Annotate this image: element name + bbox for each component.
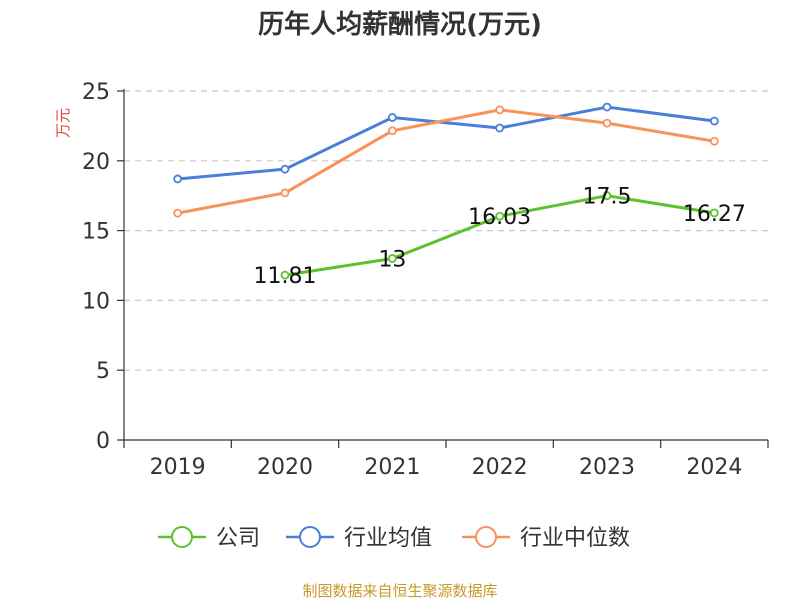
series-group	[173, 102, 719, 280]
series-2-point-2021	[387, 126, 397, 136]
series-0-point-2023	[602, 191, 612, 201]
source-note: 制图数据来自恒生聚源数据库	[302, 582, 497, 600]
data-label-2024: 16.27	[683, 202, 746, 227]
series-2-point-2022	[495, 105, 505, 115]
data-label-2023: 17.5	[583, 185, 632, 210]
chart-title: 历年人均薪酬情况(万元)	[258, 9, 542, 40]
legend-label-2: 行业中位数	[520, 526, 630, 551]
series-2-point-2024	[709, 136, 719, 146]
series-line-1	[177, 105, 715, 181]
y-tick-label-0: 0	[96, 429, 110, 454]
x-tick-label-2024: 2024	[686, 455, 742, 480]
series-1-point-2022	[495, 123, 505, 133]
series-0-point-2021	[387, 254, 397, 263]
x-tick-label-2020: 2020	[257, 455, 313, 480]
y-tick-label-10: 10	[82, 289, 110, 314]
series-1-point-2021	[387, 113, 397, 122]
series-2-point-2020	[280, 188, 290, 198]
series-1-point-2019	[173, 174, 183, 184]
x-tick-label-2023: 2023	[579, 455, 635, 480]
series-0-point-2022	[495, 211, 505, 221]
data-label-2021: 13	[378, 248, 406, 273]
data-label-2022: 16.03	[468, 205, 531, 230]
y-tick-label-20: 20	[82, 150, 110, 175]
gridlines	[124, 90, 768, 371]
series-line-2	[177, 108, 715, 215]
y-tick-label-5: 5	[96, 359, 110, 384]
legend-marker-1	[299, 526, 321, 548]
y-tick-label-15: 15	[82, 220, 110, 245]
series-2-point-2023	[602, 118, 612, 128]
y-axis-unit-label: 万元	[54, 108, 72, 138]
legend-marker-0	[171, 526, 193, 548]
x-tick-label-2021: 2021	[364, 455, 420, 480]
legend: 公司 行业均值 行业中位数	[158, 526, 630, 551]
axes: 0 5 10 15 20 25 2019 2020 2021 2022 2023 2024	[82, 80, 769, 480]
series-1-point-2023	[602, 102, 612, 112]
y-tick-label-25: 25	[82, 80, 110, 105]
legend-label-0: 公司	[216, 526, 260, 551]
series-1-point-2024	[709, 116, 719, 126]
series-1-point-2020	[280, 164, 290, 174]
x-tick-label-2019: 2019	[150, 455, 206, 480]
data-label-2020: 11.81	[254, 264, 317, 289]
series-0-point-2024	[709, 208, 719, 218]
series-0-point-2020	[280, 270, 290, 280]
series-2-point-2019	[173, 208, 183, 218]
data-labels: 11.81 13 16.03 17.5 16.27	[254, 185, 746, 289]
legend-marker-2	[475, 526, 497, 548]
x-tick-label-2022: 2022	[472, 455, 528, 480]
legend-label-1: 行业均值	[344, 526, 432, 551]
